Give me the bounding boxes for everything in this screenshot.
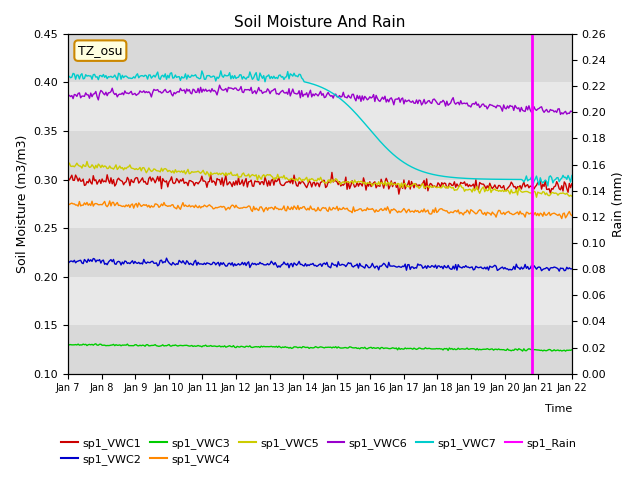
sp1_VWC5 [64, 162, 72, 168]
sp1_VWC4 [382, 207, 390, 213]
sp1_VWC7 [431, 172, 439, 178]
sp1_VWC7 [64, 75, 72, 81]
Legend: sp1_VWC1, sp1_VWC2, sp1_VWC3, sp1_VWC4, sp1_VWC5, sp1_VWC6, sp1_VWC7, sp1_Rain: sp1_VWC1, sp1_VWC2, sp1_VWC3, sp1_VWC4, … [57, 433, 581, 469]
sp1_VWC4 [230, 203, 237, 208]
Title: Soil Moisture And Rain: Soil Moisture And Rain [234, 15, 406, 30]
sp1_VWC6 [125, 91, 132, 96]
sp1_VWC1 [430, 183, 438, 189]
sp1_VWC3 [382, 345, 390, 351]
sp1_VWC6 [568, 108, 576, 114]
sp1_VWC6 [230, 86, 237, 92]
sp1_VWC6 [429, 96, 436, 102]
Text: TZ_osu: TZ_osu [78, 44, 123, 57]
sp1_VWC1 [328, 169, 336, 175]
sp1_VWC7 [265, 72, 273, 78]
sp1_VWC2 [568, 266, 576, 272]
sp1_VWC3 [431, 346, 439, 352]
sp1_VWC6 [216, 82, 223, 88]
sp1_VWC7 [217, 68, 225, 74]
sp1_VWC4 [429, 207, 436, 213]
sp1_VWC4 [126, 204, 134, 210]
sp1_VWC1 [433, 184, 440, 190]
sp1_VWC7 [429, 171, 436, 177]
Y-axis label: Soil Moisture (m3/m3): Soil Moisture (m3/m3) [15, 135, 28, 273]
sp1_VWC4 [106, 198, 113, 204]
sp1_VWC2 [64, 261, 72, 266]
sp1_VWC1 [125, 177, 132, 182]
sp1_VWC7 [529, 183, 536, 189]
Bar [68, 228, 572, 276]
sp1_VWC4 [568, 213, 576, 218]
sp1_VWC5 [230, 172, 237, 178]
sp1_VWC6 [265, 87, 273, 93]
Line: sp1_VWC4: sp1_VWC4 [68, 201, 572, 218]
sp1_VWC7 [568, 173, 576, 179]
Line: sp1_VWC7: sp1_VWC7 [68, 71, 572, 186]
sp1_VWC2 [556, 268, 563, 274]
sp1_VWC3 [126, 343, 134, 348]
Bar [68, 34, 572, 83]
sp1_VWC4 [64, 201, 72, 206]
sp1_VWC3 [92, 341, 100, 347]
sp1_VWC7 [382, 145, 390, 151]
sp1_VWC2 [429, 263, 436, 269]
sp1_VWC1 [64, 175, 72, 181]
sp1_VWC6 [431, 98, 439, 104]
Y-axis label: Rain (mm): Rain (mm) [612, 171, 625, 237]
sp1_VWC5 [83, 158, 91, 164]
Bar [68, 325, 572, 374]
sp1_VWC2 [230, 263, 237, 269]
sp1_VWC7 [125, 75, 132, 81]
sp1_VWC3 [230, 343, 237, 348]
sp1_VWC6 [64, 94, 72, 99]
sp1_VWC4 [558, 216, 566, 221]
sp1_VWC5 [568, 193, 576, 199]
sp1_VWC5 [382, 183, 390, 189]
sp1_VWC4 [431, 205, 439, 211]
sp1_VWC2 [382, 264, 390, 269]
sp1_VWC2 [265, 262, 273, 268]
sp1_VWC3 [562, 348, 570, 354]
sp1_VWC5 [265, 172, 273, 178]
sp1_VWC5 [429, 184, 436, 190]
Line: sp1_VWC5: sp1_VWC5 [68, 161, 572, 197]
sp1_VWC4 [265, 205, 273, 211]
Bar [68, 131, 572, 180]
sp1_VWC5 [126, 162, 134, 168]
sp1_VWC6 [382, 99, 390, 105]
sp1_VWC5 [532, 194, 540, 200]
sp1_VWC3 [64, 341, 72, 347]
sp1_VWC3 [429, 346, 436, 352]
sp1_VWC3 [568, 347, 576, 353]
sp1_VWC5 [431, 184, 439, 190]
sp1_VWC1 [264, 183, 271, 189]
sp1_VWC2 [125, 260, 132, 266]
sp1_VWC1 [568, 181, 576, 187]
sp1_VWC1 [382, 175, 390, 181]
sp1_VWC1 [228, 184, 236, 190]
sp1_VWC1 [395, 191, 403, 197]
sp1_VWC2 [431, 262, 439, 268]
Line: sp1_VWC2: sp1_VWC2 [68, 258, 572, 271]
Text: Time: Time [545, 404, 572, 414]
sp1_VWC2 [163, 255, 170, 261]
Line: sp1_VWC6: sp1_VWC6 [68, 85, 572, 114]
Line: sp1_VWC1: sp1_VWC1 [68, 172, 572, 194]
sp1_VWC7 [230, 75, 237, 81]
Line: sp1_VWC3: sp1_VWC3 [68, 344, 572, 351]
sp1_VWC6 [557, 111, 564, 117]
sp1_VWC3 [265, 344, 273, 349]
